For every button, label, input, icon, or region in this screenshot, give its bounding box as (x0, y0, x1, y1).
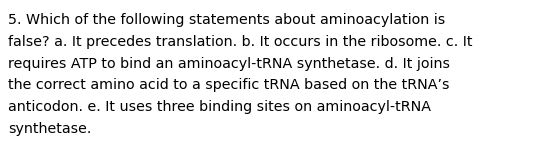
Text: requires ATP to bind an aminoacyl-tRNA synthetase. d. It joins: requires ATP to bind an aminoacyl-tRNA s… (8, 57, 450, 71)
Text: synthetase.: synthetase. (8, 122, 92, 136)
Text: anticodon. e. It uses three binding sites on aminoacyl-tRNA: anticodon. e. It uses three binding site… (8, 100, 431, 114)
Text: the correct amino acid to a specific tRNA based on the tRNA’s: the correct amino acid to a specific tRN… (8, 78, 450, 92)
Text: false? a. It precedes translation. b. It occurs in the ribosome. c. It: false? a. It precedes translation. b. It… (8, 35, 473, 49)
Text: 5. Which of the following statements about aminoacylation is: 5. Which of the following statements abo… (8, 13, 445, 27)
